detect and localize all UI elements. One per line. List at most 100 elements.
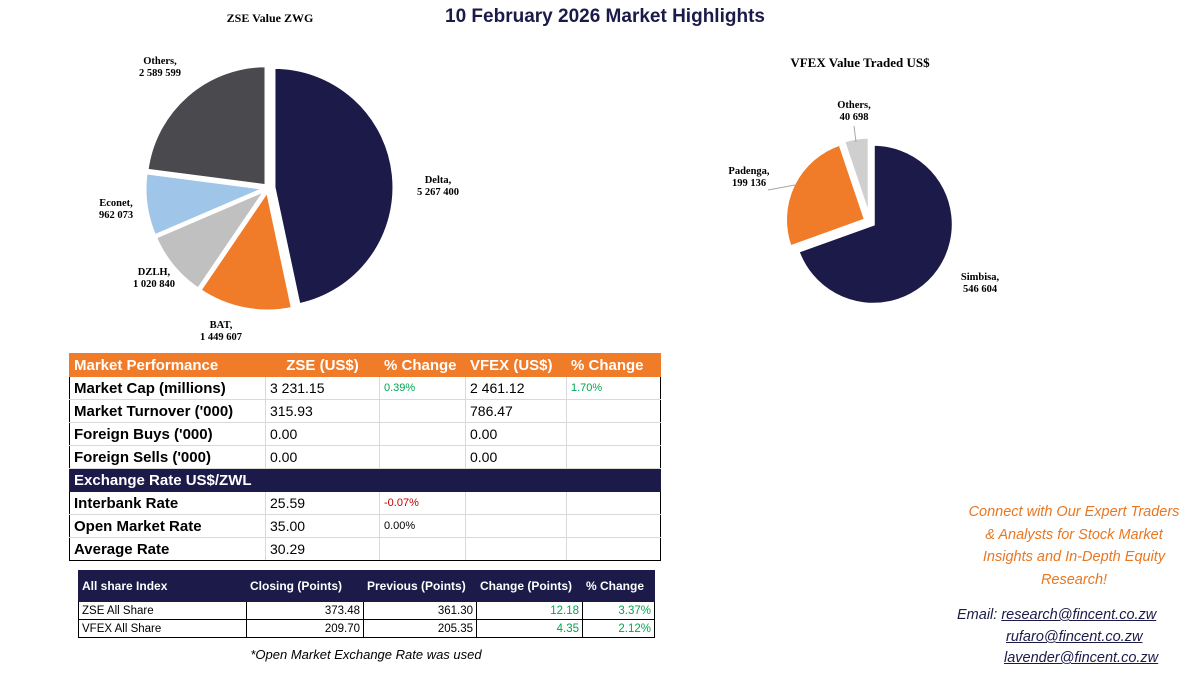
zse-value: 3 231.15: [265, 376, 380, 400]
rate-label: Average Rate: [69, 537, 266, 561]
pie-label-simbisa: Simbisa, 546 604: [961, 272, 1000, 295]
empty-cell: [465, 537, 567, 561]
header-cell: VFEX (US$): [465, 353, 567, 377]
row-label: Market Turnover ('000): [69, 399, 266, 423]
cta-line: & Analysts for Stock Market: [985, 526, 1163, 543]
email-link[interactable]: rufaro@fincent.co.zw: [1006, 629, 1143, 645]
zse-value: 0.00: [265, 422, 380, 446]
pie-slice-bat: [197, 187, 295, 313]
table-row: Interbank Rate 25.59 -0.07%: [69, 491, 661, 515]
table-row: VFEX All Share 209.70 205.35 4.35 2.12%: [78, 619, 655, 638]
rate-change: 0.00%: [379, 514, 466, 538]
market-performance-table: Market Performance ZSE (US$) % Change VF…: [69, 353, 661, 561]
rate-value: 30.29: [265, 537, 380, 561]
zse-change: 0.39%: [379, 376, 466, 400]
rate-change: -0.07%: [379, 491, 466, 515]
email-label: Email:: [957, 607, 998, 623]
vfex-change: [566, 422, 661, 446]
pie-slice-econet: [143, 171, 271, 238]
pie-slice-delta: [272, 65, 396, 307]
previous-points: 361.30: [363, 601, 477, 620]
header-cell: Previous (Points): [363, 570, 477, 602]
zse-change: [379, 399, 466, 423]
vfex-pie-title: VFEX Value Traded US$: [790, 55, 930, 70]
pie-label-bat: BAT, 1 449 607: [200, 320, 242, 343]
exchange-rate-header-row: Exchange Rate US$/ZWL: [69, 468, 661, 492]
exchange-rate-header: Exchange Rate US$/ZWL: [69, 468, 661, 492]
vfex-value: 2 461.12: [465, 376, 567, 400]
table-row: Average Rate 30.29: [69, 537, 661, 561]
change-points: 12.18: [476, 601, 583, 620]
header-cell: % Change: [379, 353, 466, 377]
empty-cell: [566, 514, 661, 538]
empty-cell: [566, 491, 661, 515]
footnote: *Open Market Exchange Rate was used: [250, 647, 482, 662]
cta-line: Insights and In-Depth Equity: [982, 549, 1166, 565]
table-row: Foreign Buys ('000) 0.00 0.00: [69, 422, 661, 446]
zse-value-pie-chart: Delta, 5 267 400 BAT, 1 449 607 DZLH, 1 020 8…: [99, 56, 459, 343]
vfex-value-pie-chart: Simbisa, 546 604 Padenga, 199 136 Others, 40 …: [728, 100, 1000, 306]
empty-cell: [566, 537, 661, 561]
percent-change: 2.12%: [582, 619, 655, 638]
cta-line: Connect with Our Expert Traders: [968, 504, 1180, 520]
header-cell: ZSE (US$): [265, 353, 380, 377]
call-to-action: Connect with Our Expert Traders & Analys…: [938, 501, 1200, 591]
header-cell: All share Index: [78, 570, 247, 602]
vfex-value: 0.00: [465, 422, 567, 446]
zse-value: 315.93: [265, 399, 380, 423]
table-header-row: Market Performance ZSE (US$) % Change VF…: [69, 353, 661, 377]
rate-label: Open Market Rate: [69, 514, 266, 538]
pie-label-others: Others, 40 698: [837, 100, 871, 123]
empty-cell: [465, 514, 567, 538]
table-row: Market Turnover ('000) 315.93 786.47: [69, 399, 661, 423]
vfex-change: [566, 399, 661, 423]
pie-slice-others: [841, 135, 871, 218]
vfex-change: 1.70%: [566, 376, 661, 400]
closing-points: 209.70: [246, 619, 364, 638]
pie-label-econet: Econet, 962 073: [99, 198, 133, 221]
email-row: lavender@fincent.co.zw: [1004, 650, 1158, 666]
pie-leader-line: [853, 125, 857, 143]
row-label: Foreign Sells ('000): [69, 445, 266, 469]
rate-value: 25.59: [265, 491, 380, 515]
header-cell: Market Performance: [69, 353, 266, 377]
pie-label-dzlh: DZLH, 1 020 840: [133, 267, 175, 290]
pie-label-padenga: Padenga, 199 136: [728, 166, 770, 189]
index-name: VFEX All Share: [78, 619, 247, 638]
header-cell: Closing (Points): [246, 570, 364, 602]
table-row: ZSE All Share 373.48 361.30 12.18 3.37%: [78, 601, 655, 620]
email-link[interactable]: lavender@fincent.co.zw: [1004, 650, 1159, 666]
cta-line: Research!: [1040, 571, 1108, 588]
pie-slice-others: [145, 64, 268, 188]
zse-change: [379, 422, 466, 446]
pie-leader-line: [767, 184, 796, 191]
rate-change: [379, 537, 466, 561]
email-link[interactable]: research@fincent.co.zw: [1001, 607, 1157, 623]
closing-points: 373.48: [246, 601, 364, 620]
email-row: Email: research@fincent.co.zw: [957, 607, 1156, 623]
previous-points: 205.35: [363, 619, 477, 638]
row-label: Market Cap (millions): [69, 376, 266, 400]
percent-change: 3.37%: [582, 601, 655, 620]
pie-label-delta: Delta, 5 267 400: [417, 175, 459, 198]
zse-value: 0.00: [265, 445, 380, 469]
pie-slice-simbisa: [796, 142, 955, 306]
page-title: 10 February 2026 Market Highlights: [445, 6, 765, 27]
table-row: Foreign Sells ('000) 0.00 0.00: [69, 445, 661, 469]
table-row: Open Market Rate 35.00 0.00%: [69, 514, 661, 538]
pie-label-others: Others, 2 589 599: [139, 56, 181, 79]
vfex-value: 0.00: [465, 445, 567, 469]
vfex-value: 786.47: [465, 399, 567, 423]
change-points: 4.35: [476, 619, 583, 638]
index-name: ZSE All Share: [78, 601, 247, 620]
table-header-row: All share Index Closing (Points) Previou…: [78, 570, 655, 602]
rate-label: Interbank Rate: [69, 491, 266, 515]
zse-change: [379, 445, 466, 469]
table-row: Market Cap (millions) 3 231.15 0.39% 2 4…: [69, 376, 661, 400]
all-share-index-table: All share Index Closing (Points) Previou…: [78, 570, 655, 638]
vfex-change: [566, 445, 661, 469]
email-row: rufaro@fincent.co.zw: [1006, 629, 1142, 645]
header-cell: % Change: [582, 570, 655, 602]
zse-pie-title: ZSE Value ZWG: [226, 11, 314, 25]
rate-value: 35.00: [265, 514, 380, 538]
